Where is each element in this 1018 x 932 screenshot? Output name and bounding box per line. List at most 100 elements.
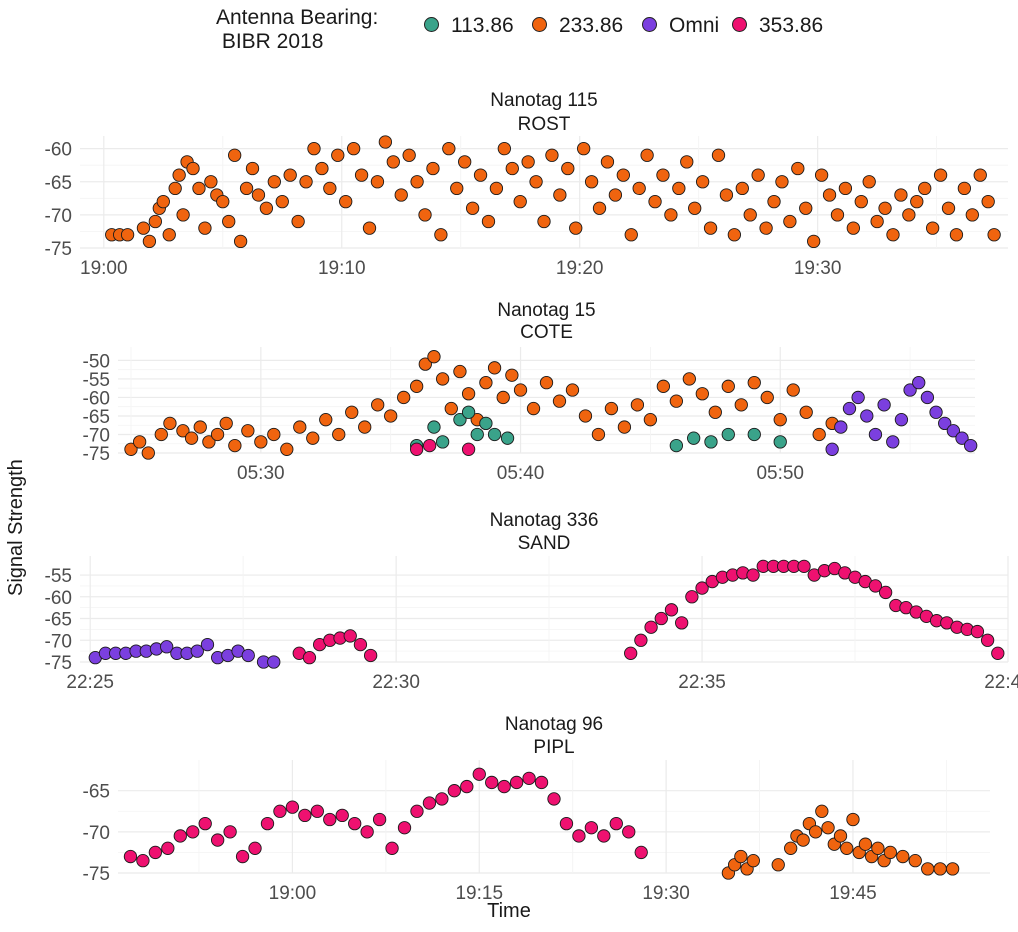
- data-point: [450, 181, 464, 196]
- x-tick-label: 22:40: [984, 672, 1018, 693]
- legend-item-353-86: 353.86: [732, 14, 823, 38]
- x-tick-label: 22:35: [678, 672, 726, 693]
- data-point: [283, 168, 297, 182]
- data-point: [251, 188, 266, 202]
- data-point: [505, 161, 519, 176]
- data-point: [632, 181, 646, 196]
- y-tick-label: -75: [83, 864, 110, 885]
- data-point: [345, 405, 359, 419]
- data-point: [695, 175, 710, 189]
- data-point: [216, 194, 230, 209]
- x-axis-label: Time: [487, 900, 531, 922]
- data-point: [981, 194, 995, 209]
- data-point: [965, 208, 979, 222]
- data-point: [822, 188, 837, 202]
- data-point: [522, 771, 536, 785]
- y-axis-label: Signal Strength: [5, 459, 27, 596]
- data-point: [193, 420, 207, 434]
- data-point: [479, 375, 493, 390]
- data-point: [539, 375, 554, 390]
- data-point: [254, 435, 268, 449]
- data-point: [505, 368, 519, 382]
- data-point: [903, 383, 917, 397]
- y-tick-label: -65: [45, 610, 72, 631]
- x-tick-label: 05:40: [497, 463, 545, 484]
- y-tick-label: -60: [83, 388, 110, 409]
- x-tick-label: 19:10: [318, 258, 366, 279]
- data-point: [894, 188, 908, 202]
- data-point: [372, 812, 387, 827]
- data-point: [418, 357, 432, 371]
- y-tick-label: -70: [45, 206, 72, 227]
- data-point: [120, 228, 135, 242]
- data-point: [444, 401, 458, 416]
- data-point: [812, 427, 826, 442]
- data-point: [142, 234, 157, 249]
- data-point: [746, 568, 760, 582]
- data-point: [176, 208, 190, 222]
- data-point: [148, 845, 163, 860]
- legend-key-353-86: [732, 17, 747, 33]
- x-tick-label: 19:30: [794, 258, 842, 279]
- data-point: [842, 401, 857, 416]
- legend: Antenna Bearing: BIBR 2018 113.86 233.86…: [216, 6, 1006, 56]
- data-point: [708, 405, 722, 419]
- data-point: [397, 390, 411, 405]
- data-point: [323, 812, 337, 827]
- data-point: [461, 405, 476, 419]
- data-point: [472, 767, 486, 781]
- data-point: [878, 201, 892, 215]
- data-point: [434, 228, 448, 242]
- data-point: [198, 816, 212, 831]
- data-point: [526, 401, 541, 416]
- data-point: [973, 168, 987, 182]
- data-point: [248, 841, 262, 855]
- data-point: [162, 228, 176, 242]
- data-point: [734, 849, 748, 864]
- data-point: [600, 155, 615, 169]
- data-point: [402, 148, 416, 162]
- data-point: [870, 214, 884, 229]
- data-point: [727, 228, 742, 242]
- data-point: [200, 637, 215, 652]
- data-point: [871, 841, 885, 855]
- legend-label-113-86: 113.86: [451, 14, 514, 37]
- data-point: [743, 208, 757, 222]
- data-point: [410, 442, 424, 456]
- data-point: [622, 825, 636, 839]
- data-point: [654, 611, 668, 626]
- legend-title: Antenna Bearing: BIBR 2018: [216, 6, 379, 53]
- data-point: [616, 168, 630, 182]
- data-point: [608, 188, 623, 202]
- data-point: [335, 808, 349, 823]
- panel-title: Nanotag 15: [497, 300, 595, 321]
- data-point: [136, 221, 151, 235]
- data-point: [496, 390, 510, 405]
- data-point: [202, 435, 216, 449]
- data-point: [547, 792, 561, 806]
- data-point: [640, 148, 654, 162]
- data-point: [685, 590, 699, 604]
- data-point: [846, 812, 860, 827]
- data-point: [656, 379, 671, 393]
- data-point: [285, 800, 300, 814]
- data-point: [235, 849, 250, 864]
- data-point: [394, 188, 408, 202]
- data-point: [173, 829, 187, 843]
- data-point: [385, 841, 399, 855]
- data-point: [877, 398, 891, 412]
- data-point: [422, 796, 437, 810]
- data-point: [410, 804, 424, 818]
- data-point: [343, 629, 357, 643]
- data-point: [561, 161, 575, 176]
- data-point: [719, 188, 734, 202]
- data-point: [833, 829, 848, 843]
- data-point: [306, 431, 320, 445]
- x-tick-label: 19:00: [80, 258, 128, 279]
- data-point: [955, 431, 969, 445]
- data-point: [422, 438, 437, 453]
- data-point: [132, 435, 147, 449]
- data-point: [797, 559, 811, 573]
- data-point: [929, 405, 943, 419]
